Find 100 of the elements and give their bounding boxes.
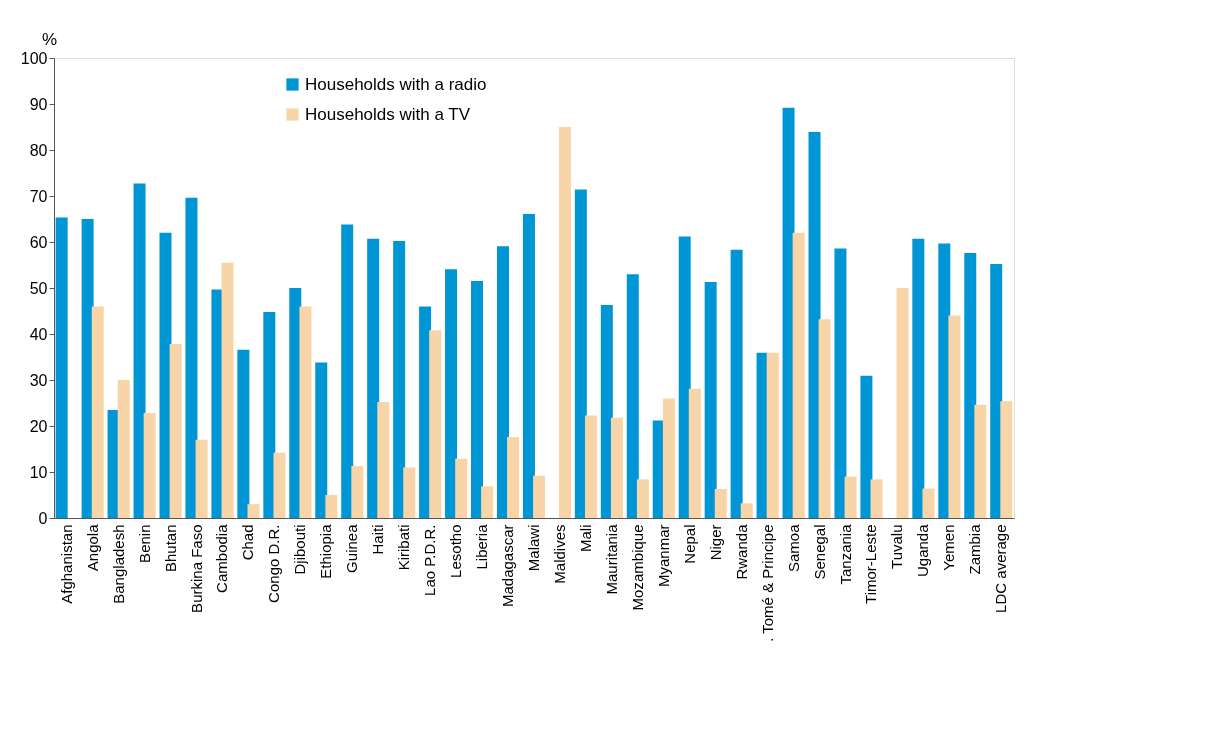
y-tick-label: 60 — [29, 233, 48, 251]
y-tick-label: 80 — [29, 141, 48, 159]
y-tick-label: 90 — [29, 95, 48, 113]
bar — [55, 217, 68, 518]
bar — [315, 362, 328, 518]
x-tick-label: Tuvalu — [888, 524, 906, 569]
bar — [626, 274, 639, 518]
x-tick-label: Samoa — [784, 523, 802, 573]
bar — [792, 232, 805, 518]
bar — [860, 375, 873, 518]
x-tick-label: Bhutan — [161, 524, 179, 573]
bar — [870, 479, 883, 518]
bar — [522, 213, 535, 518]
x-tick-label: Ethiopia — [317, 523, 335, 579]
bar — [263, 311, 276, 518]
x-tick-label: Mauritania — [602, 523, 620, 595]
y-tick-label: 50 — [29, 279, 48, 297]
bar — [704, 282, 717, 518]
legend-label: Households with a radio — [305, 74, 487, 94]
x-tick-label: Niger — [706, 524, 724, 561]
bar — [351, 466, 364, 518]
y-tick-label: 70 — [29, 187, 48, 205]
bar — [964, 253, 977, 518]
bar — [600, 305, 613, 518]
y-tick-label: 20 — [29, 417, 48, 435]
bar — [636, 479, 649, 518]
bar — [507, 437, 520, 518]
bar — [990, 264, 1003, 518]
bar — [481, 486, 494, 518]
bar — [91, 306, 104, 518]
x-tick-label: Kiribati — [395, 524, 413, 571]
x-tick-label: Djibouti — [291, 524, 309, 575]
bar — [367, 238, 380, 518]
bar — [247, 504, 260, 518]
x-tick-label: Angola — [83, 523, 101, 572]
bar — [740, 503, 753, 518]
x-tick-label: Guinea — [343, 523, 361, 573]
x-tick-label: Benin — [135, 524, 153, 563]
bar — [455, 458, 468, 518]
x-tick-label: Rwanda — [732, 523, 750, 580]
x-tick-label: Zambia — [966, 523, 984, 575]
bar — [377, 402, 390, 518]
bar — [808, 132, 821, 518]
bar — [325, 495, 338, 518]
x-tick-label: . Tomé & Principe — [758, 524, 776, 642]
bar — [117, 380, 130, 518]
bar — [273, 452, 286, 518]
x-tick-label: Tanzania — [836, 523, 854, 585]
bar — [169, 344, 182, 518]
bar — [714, 489, 727, 518]
bar — [974, 404, 987, 518]
bar — [948, 315, 961, 518]
y-tick-label: 10 — [29, 463, 48, 481]
y-tick-label: 30 — [29, 371, 48, 389]
bar — [221, 262, 234, 518]
y-axis-title: % — [41, 29, 58, 49]
bar — [818, 319, 831, 518]
bar — [834, 248, 847, 518]
bar — [584, 415, 597, 518]
bar — [143, 413, 156, 518]
x-tick-label: Senegal — [810, 524, 828, 580]
y-tick-label: 0 — [38, 509, 48, 527]
bar — [195, 439, 208, 518]
x-tick-label: Uganda — [914, 523, 932, 578]
x-tick-label: Chad — [239, 524, 257, 561]
bar — [133, 183, 146, 518]
bar — [559, 127, 572, 518]
bar — [912, 238, 925, 518]
bar — [678, 236, 691, 518]
x-tick-label: LDC average — [992, 524, 1010, 613]
bar — [445, 269, 458, 518]
bar — [1000, 401, 1013, 518]
bar — [237, 349, 250, 518]
x-tick-label: Mozambique — [628, 524, 646, 611]
x-tick-label: Lesotho — [447, 524, 465, 578]
y-tick-label: 40 — [29, 325, 48, 343]
bar — [844, 476, 857, 518]
x-tick-label: Burkina Faso — [187, 524, 205, 613]
x-tick-label: Maldives — [550, 524, 568, 584]
bar — [896, 288, 909, 518]
bar — [429, 330, 442, 518]
legend-label: Households with a TV — [305, 104, 471, 124]
bar — [185, 197, 198, 518]
bar — [496, 246, 509, 518]
y-tick-label: 100 — [20, 49, 48, 67]
bar — [662, 398, 675, 518]
x-tick-label: Bangladesh — [109, 524, 127, 604]
x-tick-label: Madagascar — [499, 524, 517, 608]
bar — [393, 241, 406, 518]
bar — [341, 224, 354, 518]
x-tick-label: Afghanistan — [57, 524, 75, 604]
x-tick-label: Myanmar — [654, 524, 672, 588]
x-tick-label: Mali — [576, 524, 594, 553]
x-tick-label: Cambodia — [213, 523, 231, 593]
bar — [533, 475, 546, 518]
bar — [471, 281, 484, 518]
x-tick-label: Liberia — [473, 523, 491, 570]
x-tick-label: Timor-Leste — [862, 524, 880, 604]
bar — [610, 417, 623, 518]
x-tick-label: Nepal — [680, 524, 698, 564]
